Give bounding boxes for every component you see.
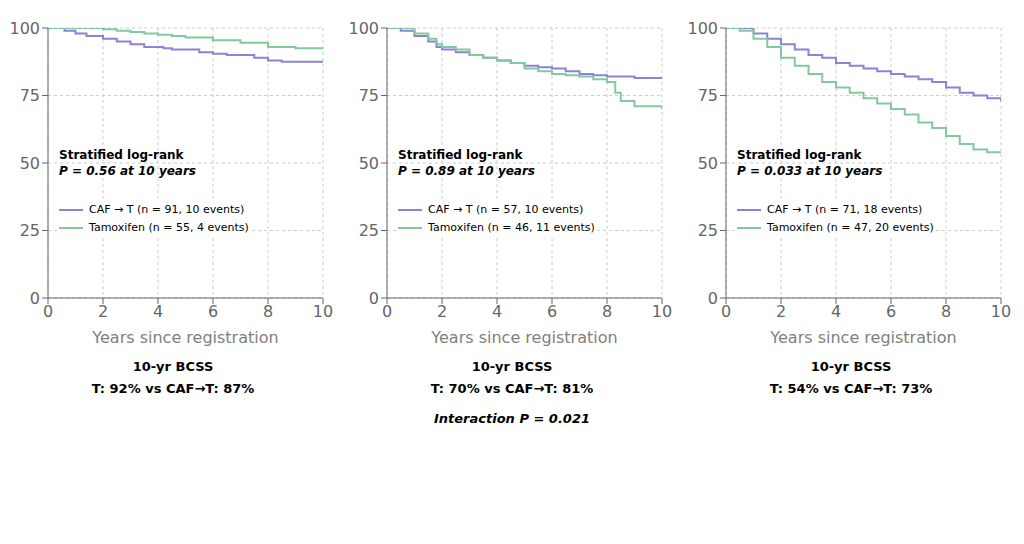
svg-text:6: 6 [547, 302, 557, 321]
svg-text:Years since registration: Years since registration [769, 328, 956, 347]
html-text:CAF → T (n = 57, 10 events): CAF → T (n = 57, 10 events) [428, 202, 584, 216]
svg-text:Years since registration: Years since registration [430, 328, 617, 347]
svg-text:75: 75 [20, 86, 40, 105]
svg-text:0: 0 [382, 302, 392, 321]
svg-text:100: 100 [348, 19, 379, 38]
svg-text:10: 10 [313, 302, 333, 321]
html-text:P = 0.89 at 10 years: P = 0.89 at 10 years [398, 163, 535, 178]
html-text:P = 0.56 at 10 years: P = 0.56 at 10 years [59, 163, 196, 178]
svg-text:0: 0 [708, 289, 718, 308]
svg-text:10: 10 [652, 302, 672, 321]
html-text:Stratified log-rank: Stratified log-rank [398, 147, 523, 162]
html-text:P = 0.033 at 10 years: P = 0.033 at 10 years [737, 163, 883, 178]
svg-text:2: 2 [776, 302, 786, 321]
svg-text:4: 4 [153, 302, 163, 321]
svg-text:4: 4 [492, 302, 502, 321]
svg-text:25: 25 [20, 221, 40, 240]
svg-text:100: 100 [687, 19, 718, 38]
svg-text:Years since registration: Years since registration [91, 328, 278, 347]
html-text:Interaction P = 0.021: Interaction P = 0.021 [434, 411, 590, 426]
html-text:10-yr BCSS: 10-yr BCSS [810, 359, 892, 374]
svg-text:75: 75 [698, 86, 718, 105]
svg-text:8: 8 [602, 302, 612, 321]
svg-text:6: 6 [208, 302, 218, 321]
html-text:CAF → T (n = 71, 18 events): CAF → T (n = 71, 18 events) [767, 202, 923, 216]
svg-text:4: 4 [831, 302, 841, 321]
svg-text:0: 0 [721, 302, 731, 321]
html-text:Stratified log-rank: Stratified log-rank [737, 147, 862, 162]
html-text:Stratified log-rank: Stratified log-rank [59, 147, 184, 162]
svg-text:50: 50 [359, 154, 379, 173]
svg-text:2: 2 [98, 302, 108, 321]
html-text:10-yr BCSS: 10-yr BCSS [471, 359, 553, 374]
svg-text:100: 100 [9, 19, 40, 38]
svg-text:0: 0 [30, 289, 40, 308]
html-text:Tamoxifen (n = 55, 4 events): Tamoxifen (n = 55, 4 events) [89, 220, 249, 234]
svg-text:10: 10 [991, 302, 1011, 321]
html-text:T: 70% vs CAF→T: 81%: T: 70% vs CAF→T: 81% [430, 381, 594, 396]
svg-text:0: 0 [43, 302, 53, 321]
svg-text:50: 50 [20, 154, 40, 173]
svg-text:6: 6 [886, 302, 896, 321]
html-text:Tamoxifen (n = 47, 20 events): Tamoxifen (n = 47, 20 events) [767, 220, 934, 234]
svg-text:0: 0 [369, 289, 379, 308]
svg-text:8: 8 [263, 302, 273, 321]
html-text:CAF → T (n = 91, 10 events): CAF → T (n = 91, 10 events) [89, 202, 245, 216]
html-text:Tamoxifen (n = 46, 11 events): Tamoxifen (n = 46, 11 events) [428, 220, 595, 234]
svg-text:8: 8 [941, 302, 951, 321]
svg-text:25: 25 [359, 221, 379, 240]
html-text:10-yr BCSS: 10-yr BCSS [132, 359, 214, 374]
html-text:T: 54% vs CAF→T: 73%: T: 54% vs CAF→T: 73% [769, 381, 933, 396]
svg-text:50: 50 [698, 154, 718, 173]
html-text:T: 92% vs CAF→T: 87%: T: 92% vs CAF→T: 87% [91, 381, 255, 396]
svg-text:25: 25 [698, 221, 718, 240]
svg-text:2: 2 [437, 302, 447, 321]
svg-text:75: 75 [359, 86, 379, 105]
